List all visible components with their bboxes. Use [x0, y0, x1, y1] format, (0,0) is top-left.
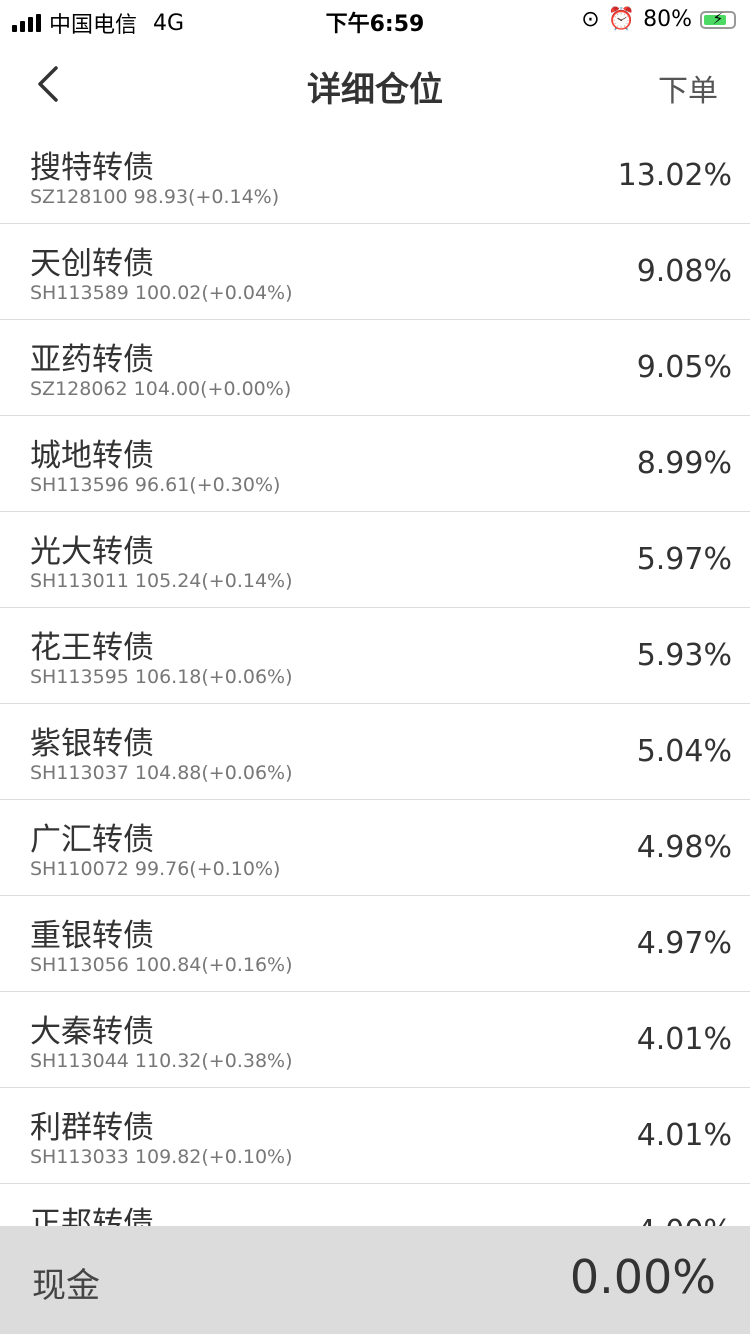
position-weight: 4.98%: [636, 830, 732, 865]
position-quote: SZ128100 98.93(+0.14%): [30, 186, 280, 208]
order-button[interactable]: 下单: [658, 74, 718, 109]
cash-footer: 现金 0.00%: [0, 1226, 750, 1334]
chevron-left-icon[interactable]: [30, 64, 70, 104]
position-quote: SH113056 100.84(+0.16%): [30, 954, 293, 976]
position-row[interactable]: 紫银转债 SH113037 104.88(+0.06%) 5.04%: [0, 704, 750, 800]
position-weight: 4.01%: [636, 1022, 732, 1057]
battery-charging-icon: ⚡: [700, 9, 736, 29]
nav-bar: 详细仓位 下单: [0, 40, 750, 128]
position-name: 天创转债: [30, 246, 154, 282]
position-weight: 9.05%: [636, 350, 732, 385]
position-weight: 4.97%: [636, 926, 732, 961]
position-row[interactable]: 城地转债 SH113596 96.61(+0.30%) 8.99%: [0, 416, 750, 512]
position-weight: 13.02%: [617, 158, 732, 193]
position-quote: SH110072 99.76(+0.10%): [30, 858, 281, 880]
position-name: 搜特转债: [30, 150, 154, 186]
position-quote: SH113033 109.82(+0.10%): [30, 1146, 293, 1168]
carrier: 中国电信: [49, 13, 138, 38]
position-quote: SH113596 96.61(+0.30%): [30, 474, 281, 496]
position-name: 光大转债: [30, 534, 154, 570]
position-quote: SZ128062 104.00(+0.00%): [30, 378, 292, 400]
position-name: 大秦转债: [30, 1014, 154, 1050]
clock: 下午6:59: [325, 12, 425, 37]
status-bar: 中国电信 4G 下午6:59 ⊙ ⏰ 80% ⚡: [0, 0, 750, 40]
position-name: 城地转债: [30, 438, 154, 474]
position-name: 花王转债: [30, 630, 154, 666]
position-quote: SH113595 106.18(+0.06%): [30, 666, 293, 688]
position-row[interactable]: 搜特转债 SZ128100 98.93(+0.14%) 13.02%: [0, 128, 750, 224]
position-quote: SH113011 105.24(+0.14%): [30, 570, 293, 592]
position-quote: SH113044 110.32(+0.38%): [30, 1050, 293, 1072]
position-name: 重银转债: [30, 918, 154, 954]
position-row[interactable]: 天创转债 SH113589 100.02(+0.04%) 9.08%: [0, 224, 750, 320]
position-row[interactable]: 光大转债 SH113011 105.24(+0.14%) 5.97%: [0, 512, 750, 608]
position-quote: SH113037 104.88(+0.06%): [30, 762, 293, 784]
position-row[interactable]: 重银转债 SH113056 100.84(+0.16%) 4.97%: [0, 896, 750, 992]
position-weight: 5.97%: [636, 542, 732, 577]
position-row[interactable]: 亚药转债 SZ128062 104.00(+0.00%) 9.05%: [0, 320, 750, 416]
rotation-lock-icon: ⊙: [581, 7, 600, 32]
alarm-icon: ⏰: [607, 7, 636, 32]
position-weight: 4.01%: [636, 1118, 732, 1153]
position-name: 利群转债: [30, 1110, 154, 1146]
network: 4G: [153, 10, 185, 36]
page-title: 详细仓位: [307, 70, 443, 110]
position-name: 亚药转债: [30, 342, 154, 378]
position-weight: 5.93%: [636, 638, 732, 673]
position-list: 搜特转债 SZ128100 98.93(+0.14%) 13.02% 天创转债 SH11…: [0, 128, 750, 1280]
position-quote: SH113589 100.02(+0.04%): [30, 282, 293, 304]
position-row[interactable]: 花王转债 SH113595 106.18(+0.06%) 5.93%: [0, 608, 750, 704]
position-weight: 5.04%: [636, 734, 732, 769]
position-row[interactable]: 大秦转债 SH113044 110.32(+0.38%) 4.01%: [0, 992, 750, 1088]
position-row[interactable]: 利群转债 SH113033 109.82(+0.10%) 4.01%: [0, 1088, 750, 1184]
battery-percent: 80%: [643, 7, 692, 32]
position-name: 紫银转债: [30, 726, 154, 762]
position-name: 广汇转债: [30, 822, 154, 858]
cash-value: 0.00%: [569, 1250, 716, 1304]
signal-icon: [12, 14, 41, 32]
position-weight: 9.08%: [636, 254, 732, 289]
position-weight: 8.99%: [636, 446, 732, 481]
cash-label: 现金: [32, 1266, 100, 1306]
position-row[interactable]: 广汇转债 SH110072 99.76(+0.10%) 4.98%: [0, 800, 750, 896]
